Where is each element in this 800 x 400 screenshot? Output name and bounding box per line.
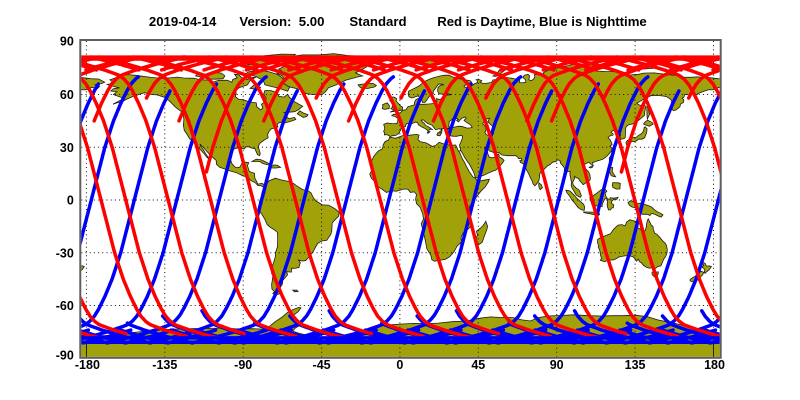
svg-text:45: 45	[471, 358, 485, 372]
svg-text:Red is Daytime, Blue is Nightt: Red is Daytime, Blue is Nighttime	[437, 14, 647, 29]
svg-text:2019-04-14: 2019-04-14	[149, 14, 217, 29]
svg-text:-90: -90	[234, 358, 252, 372]
svg-text:-60: -60	[56, 299, 74, 313]
svg-text:135: 135	[625, 358, 646, 372]
svg-text:90: 90	[60, 35, 74, 49]
svg-text:90: 90	[550, 358, 564, 372]
svg-text:-135: -135	[152, 358, 177, 372]
svg-text:60: 60	[60, 88, 74, 102]
svg-text:30: 30	[60, 141, 74, 155]
svg-text:-90: -90	[56, 349, 74, 363]
svg-text:-45: -45	[313, 358, 331, 372]
svg-text:0: 0	[67, 194, 74, 208]
svg-text:0: 0	[396, 358, 403, 372]
svg-text:Version: 5.00: Version: 5.00	[239, 14, 324, 29]
svg-text:180: 180	[704, 358, 725, 372]
svg-text:-30: -30	[56, 246, 74, 260]
svg-text:-180: -180	[75, 358, 100, 372]
svg-text:Standard: Standard	[349, 14, 406, 29]
